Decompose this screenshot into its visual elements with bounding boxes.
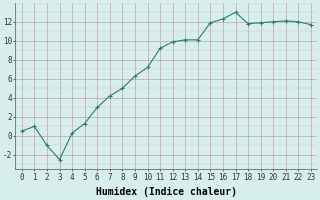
X-axis label: Humidex (Indice chaleur): Humidex (Indice chaleur) xyxy=(96,187,237,197)
